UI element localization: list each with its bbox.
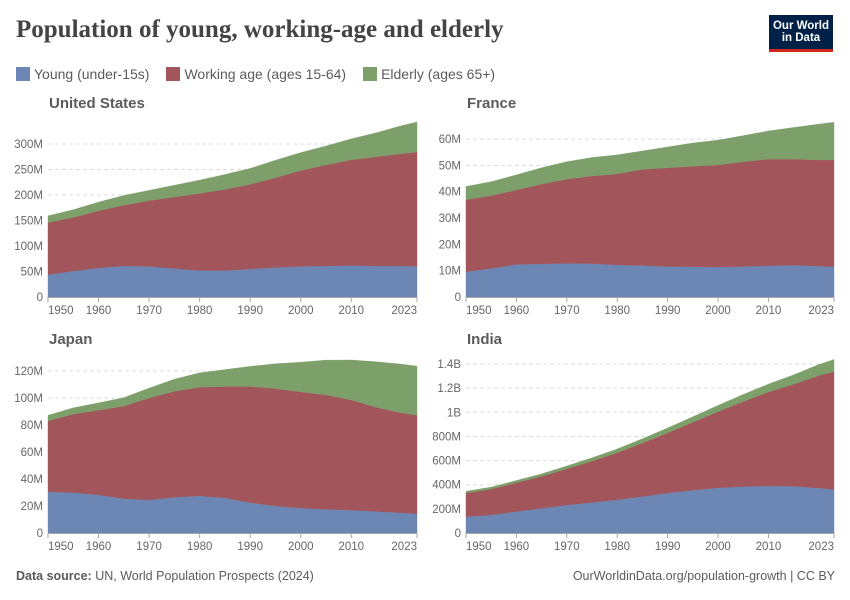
logo-line-1: Our World — [772, 19, 829, 32]
y-tick-label: 1B — [447, 407, 461, 419]
legend-swatch-young — [16, 67, 30, 81]
x-tick-label: 1960 — [86, 305, 112, 317]
area-elderly-ages-65 — [47, 359, 418, 422]
x-tick-label: 2023 — [391, 541, 417, 553]
x-tick-label: 2023 — [808, 541, 834, 553]
y-tick-label: 50M — [21, 266, 43, 278]
legend-item-elderly: Elderly (ages 65+) — [363, 66, 495, 82]
panel-japan: Japan 0 20M 40M 60M 80M 100M 120M 1950 1960 1970 19… — [14, 331, 418, 553]
y-tick-label: 120M — [14, 366, 43, 378]
legend-item-young: Young (under-15s) — [16, 66, 149, 82]
x-tick-label: 1950 — [466, 305, 492, 317]
x-tick-label: 1960 — [86, 541, 112, 553]
x-tick-label: 2000 — [288, 305, 314, 317]
y-tick-label: 150M — [14, 215, 43, 227]
data-source-text: UN, World Population Prospects (2024) — [95, 569, 314, 583]
x-tick-label: 1970 — [554, 541, 580, 553]
area-elderly-ages-65 — [47, 121, 418, 223]
panel-india: India 0 200M 400M 600M 800M 1B 1.2B 1.4B 1950 1960… — [432, 331, 835, 553]
x-tick-label: 1990 — [237, 305, 263, 317]
y-tick-label: 60M — [439, 134, 461, 146]
x-tick-label: 2010 — [756, 541, 782, 553]
y-tick-label: 40M — [21, 474, 43, 486]
y-tick-label: 60M — [21, 447, 43, 459]
area-elderly-ages-65 — [465, 122, 835, 200]
legend-label-young: Young (under-15s) — [34, 66, 150, 82]
x-tick-label: 2023 — [391, 305, 417, 317]
x-tick-label: 1950 — [48, 541, 74, 553]
legend-swatch-working-age — [166, 67, 181, 81]
y-tick-label: 0 — [37, 528, 43, 540]
y-tick-label: 300M — [14, 139, 43, 151]
panel-title: Japan — [49, 331, 92, 348]
x-tick-label: 1970 — [136, 541, 162, 553]
y-tick-label: 100M — [14, 393, 43, 405]
y-tick-label: 20M — [21, 501, 43, 513]
x-tick-label: 1980 — [187, 305, 213, 317]
y-tick-label: 1.4B — [437, 359, 461, 371]
y-tick-label: 30M — [439, 213, 461, 225]
panel-title: United States — [49, 95, 145, 112]
x-tick-label: 1990 — [655, 541, 681, 553]
data-source: Data source: UN, World Population Prospe… — [16, 569, 314, 583]
y-tick-label: 0 — [37, 292, 43, 304]
y-tick-label: 200M — [14, 190, 43, 202]
source-link[interactable]: OurWorldinData.org/population-growth | C… — [572, 569, 835, 583]
x-tick-label: 2000 — [288, 541, 314, 553]
panel-france: France 0 10M 20M 30M 40M 50M 60M 1950 1960 1970 198… — [439, 95, 835, 317]
x-tick-label: 1990 — [655, 305, 681, 317]
x-tick-label: 1980 — [187, 541, 213, 553]
legend-swatch-elderly — [363, 67, 378, 81]
legend-item-working-age: Working age (ages 15-64) — [166, 66, 346, 82]
area-elderly-ages-65 — [465, 359, 835, 494]
x-tick-label: 2010 — [338, 305, 364, 317]
x-tick-label: 1980 — [604, 305, 630, 317]
y-tick-label: 400M — [432, 480, 461, 492]
y-tick-label: 10M — [439, 266, 461, 278]
panel-title: India — [467, 331, 503, 348]
y-tick-label: 100M — [14, 241, 43, 253]
y-tick-label: 1.2B — [437, 383, 461, 395]
y-tick-label: 200M — [432, 504, 461, 516]
y-tick-label: 0 — [455, 528, 461, 540]
x-tick-label: 2010 — [756, 305, 782, 317]
x-tick-label: 1960 — [504, 305, 530, 317]
y-tick-label: 800M — [432, 431, 461, 443]
legend-label-working-age: Working age (ages 15-64) — [184, 66, 347, 82]
area-young-under-15s — [465, 263, 835, 298]
owid-logo[interactable]: Our World in Data — [769, 15, 833, 52]
x-tick-label: 2000 — [705, 541, 731, 553]
chart-title: Population of young, working-age and eld… — [16, 16, 504, 43]
y-tick-label: 20M — [439, 239, 461, 251]
panel-title: France — [467, 95, 516, 112]
data-source-label: Data source: — [16, 569, 92, 583]
y-tick-label: 40M — [439, 187, 461, 199]
y-tick-label: 50M — [439, 160, 461, 172]
area-working-age-ages-15-64 — [47, 151, 418, 275]
x-tick-label: 1970 — [554, 305, 580, 317]
y-tick-label: 600M — [432, 456, 461, 468]
y-tick-label: 0 — [455, 292, 461, 304]
y-tick-label: 250M — [14, 164, 43, 176]
x-tick-label: 2010 — [338, 541, 364, 553]
panel-united-states: United States 0 50M 100M 150M 200M 250M 300M 195… — [14, 95, 418, 317]
y-tick-label: 80M — [21, 420, 43, 432]
x-tick-label: 1990 — [237, 541, 263, 553]
x-tick-label: 2023 — [808, 305, 834, 317]
legend: Young (under-15s) Working age (ages 15-6… — [16, 66, 512, 82]
x-tick-label: 1950 — [466, 541, 492, 553]
x-tick-label: 1960 — [504, 541, 530, 553]
legend-label-elderly: Elderly (ages 65+) — [381, 66, 496, 82]
x-tick-label: 1970 — [136, 305, 162, 317]
x-tick-label: 2000 — [705, 305, 731, 317]
x-tick-label: 1950 — [48, 305, 74, 317]
x-tick-label: 1980 — [604, 541, 630, 553]
logo-line-2: in Data — [781, 32, 821, 44]
